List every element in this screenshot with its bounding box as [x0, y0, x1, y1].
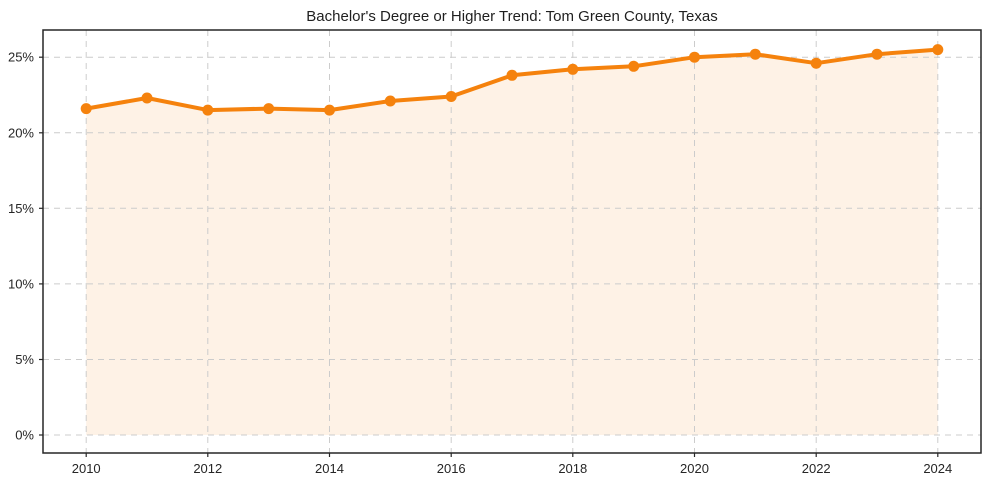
data-point	[80, 103, 92, 115]
data-point	[749, 48, 761, 60]
x-tick-label: 2022	[802, 461, 831, 476]
data-point	[932, 44, 944, 56]
data-point	[810, 57, 822, 69]
area-fill	[86, 49, 938, 435]
y-tick-label: 20%	[8, 125, 34, 140]
x-tick-label: 2012	[193, 461, 222, 476]
y-tick-label: 10%	[8, 276, 34, 291]
x-tick-label: 2024	[923, 461, 952, 476]
x-tick-label: 2020	[680, 461, 709, 476]
data-point	[445, 91, 457, 102]
y-tick-label: 25%	[8, 50, 34, 65]
data-point	[324, 104, 335, 116]
x-tick-label: 2010	[72, 461, 101, 476]
y-tick-label: 15%	[8, 201, 34, 216]
data-point	[141, 92, 153, 104]
data-point	[384, 95, 396, 107]
data-point	[263, 103, 275, 115]
chart-title: Bachelor's Degree or Higher Trend: Tom G…	[306, 8, 717, 25]
data-point	[689, 51, 700, 63]
data-point	[628, 60, 640, 72]
x-tick-label: 2014	[315, 461, 344, 476]
data-point	[506, 69, 518, 81]
data-point	[567, 63, 579, 75]
y-tick-label: 0%	[15, 428, 34, 443]
x-tick-label: 2018	[558, 461, 587, 476]
plot-border	[42, 29, 982, 454]
data-point	[871, 48, 883, 60]
data-point	[202, 104, 214, 116]
y-tick-label: 5%	[15, 352, 34, 367]
x-tick-label: 2016	[437, 461, 466, 476]
